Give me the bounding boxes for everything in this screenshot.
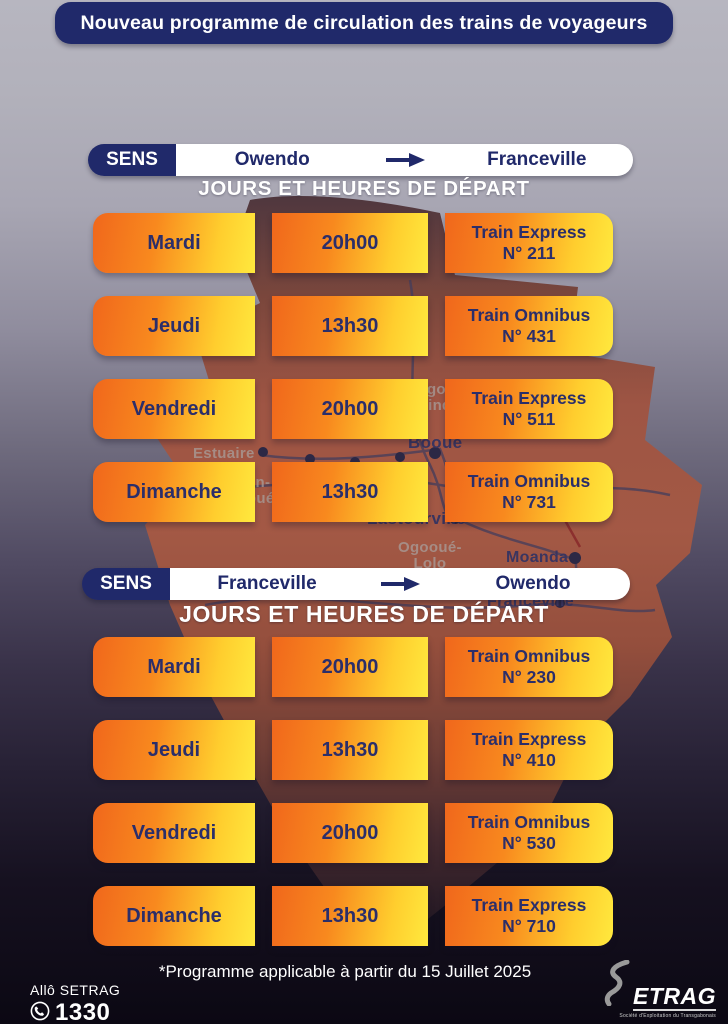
setrag-logo: ETRAG Société d'Exploitation du Transgab…: [603, 959, 716, 1019]
schedule-table-franceville-owendo: Mardi 20h00 Train Omnibus N° 230 Jeudi 1…: [93, 637, 613, 946]
table-row: Jeudi 13h30 Train Express N° 410: [93, 720, 613, 780]
day-cell: Mardi: [93, 213, 255, 273]
route-destination: Owendo: [495, 573, 571, 594]
train-cell: Train Express N° 410: [445, 720, 613, 780]
train-number: N° 710: [502, 916, 556, 936]
time-cell: 13h30: [272, 296, 428, 356]
arrow-right-icon: [369, 152, 441, 168]
hotline-block: Allô SETRAG 1330: [30, 982, 120, 1024]
hotline-number: 1330: [55, 999, 111, 1024]
table-row: Dimanche 13h30 Train Express N° 710: [93, 886, 613, 946]
route-origin: Franceville: [217, 573, 317, 594]
time-cell: 13h30: [272, 462, 428, 522]
section-heading: JOURS ET HEURES DE DÉPART: [179, 601, 549, 627]
train-cell: Train Express N° 511: [445, 379, 613, 439]
sens-bar-owendo-franceville: SENS Owendo Franceville: [88, 144, 633, 176]
setrag-logo-text: ETRAG: [633, 983, 716, 1011]
time-cell: 13h30: [272, 886, 428, 946]
day-cell: Vendredi: [93, 379, 255, 439]
train-name: Train Express: [471, 729, 587, 749]
setrag-logo-s-icon: [603, 959, 633, 1011]
route-pill: Owendo Franceville: [176, 144, 633, 176]
train-name: Train Express: [471, 222, 587, 242]
train-name: Train Omnibus: [467, 471, 591, 491]
train-cell: Train Express N° 211: [445, 213, 613, 273]
applicability-note: *Programme applicable à partir du 15 Jui…: [158, 962, 532, 981]
setrag-logo-tagline: Société d'Exploitation du Transgabonais: [619, 1013, 716, 1019]
train-number: N° 211: [502, 243, 556, 263]
route-pill: Franceville Owendo: [170, 568, 630, 600]
table-row: Dimanche 13h30 Train Omnibus N° 731: [93, 462, 613, 522]
time-cell: 20h00: [272, 637, 428, 697]
train-name: Train Express: [471, 895, 587, 915]
day-cell: Jeudi: [93, 720, 255, 780]
map-label-lolo-line2: Lolo: [413, 554, 447, 572]
table-row: Jeudi 13h30 Train Omnibus N° 431: [93, 296, 613, 356]
train-cell: Train Omnibus N° 731: [445, 462, 613, 522]
train-cell: Train Omnibus N° 230: [445, 637, 613, 697]
train-number: N° 731: [502, 492, 556, 512]
train-number: N° 511: [502, 409, 556, 429]
table-row: Mardi 20h00 Train Express N° 211: [93, 213, 613, 273]
map-label-moanda: Moanda: [506, 549, 569, 566]
table-row: Vendredi 20h00 Train Express N° 511: [93, 379, 613, 439]
sens-label: SENS: [82, 568, 170, 600]
time-cell: 20h00: [272, 379, 428, 439]
train-number: N° 431: [502, 326, 556, 346]
day-cell: Jeudi: [93, 296, 255, 356]
train-number: N° 230: [502, 667, 556, 687]
section-heading: JOURS ET HEURES DE DÉPART: [198, 177, 530, 200]
sens-label: SENS: [88, 144, 176, 176]
table-row: Vendredi 20h00 Train Omnibus N° 530: [93, 803, 613, 863]
time-cell: 20h00: [272, 213, 428, 273]
train-cell: Train Omnibus N° 530: [445, 803, 613, 863]
time-cell: 13h30: [272, 720, 428, 780]
phone-icon: [30, 1001, 50, 1024]
route-origin: Owendo: [234, 149, 310, 170]
day-cell: Dimanche: [93, 462, 255, 522]
map-label-ogooue-lolo: Ogooué- Lolo: [398, 540, 462, 572]
sens-bar-franceville-owendo: SENS Franceville Owendo: [82, 568, 630, 600]
train-name: Train Omnibus: [467, 305, 591, 325]
train-name: Train Omnibus: [467, 812, 591, 832]
map-label-lolo-line1: Ogooué-: [398, 539, 462, 556]
train-cell: Train Omnibus N° 431: [445, 296, 613, 356]
schedule-table-owendo-franceville: Mardi 20h00 Train Express N° 211 Jeudi 1…: [93, 213, 613, 522]
day-cell: Dimanche: [93, 886, 255, 946]
hotline-label: Allô SETRAG: [30, 982, 121, 998]
train-number: N° 410: [502, 750, 556, 770]
train-cell: Train Express N° 710: [445, 886, 613, 946]
time-cell: 20h00: [272, 803, 428, 863]
train-name: Train Omnibus: [467, 646, 591, 666]
train-number: N° 530: [502, 833, 556, 853]
table-row: Mardi 20h00 Train Omnibus N° 230: [93, 637, 613, 697]
arrow-right-icon: [364, 576, 436, 592]
route-destination: Franceville: [487, 149, 587, 170]
map-label-estuaire: Estuaire: [193, 445, 255, 462]
day-cell: Vendredi: [93, 803, 255, 863]
poster-title: Nouveau programme de circulation des tra…: [55, 2, 673, 44]
train-name: Train Express: [471, 388, 587, 408]
day-cell: Mardi: [93, 637, 255, 697]
